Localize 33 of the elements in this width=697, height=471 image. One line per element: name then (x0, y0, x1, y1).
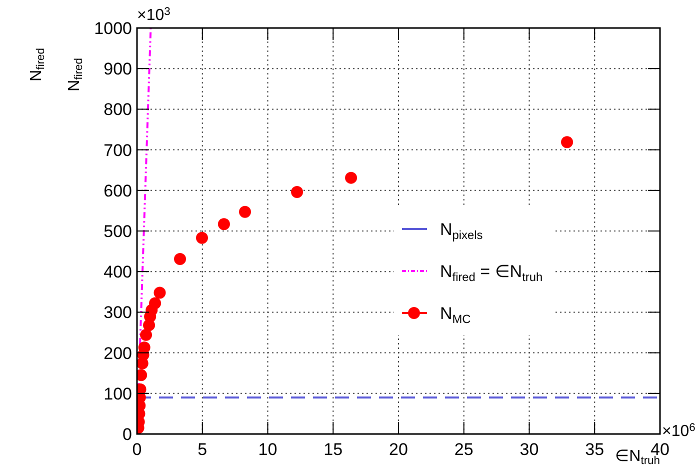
x-tick-label: 30 (520, 440, 539, 459)
point (196, 232, 208, 244)
text: ×10$^{6}$ (662, 422, 696, 440)
legend-label: N$_{MC}$ (440, 304, 472, 326)
point (345, 172, 358, 184)
y-tick-label: 900 (104, 60, 132, 79)
legend-label: N$_{fired}$ = ∈N$_{truh}$ (440, 262, 543, 284)
point (561, 136, 574, 148)
y-tick-label: 1000 (94, 19, 132, 38)
x-tick-label: 35 (585, 440, 604, 459)
y-tick-label: 500 (104, 222, 132, 241)
y-tick-label: 100 (104, 384, 132, 404)
y-tick-label: 600 (104, 181, 132, 200)
x-tick-label: 25 (454, 440, 474, 459)
point (218, 218, 230, 230)
x-tick-label: 20 (389, 440, 408, 459)
x-tick-label: 15 (324, 440, 343, 459)
y-tick-label: 300 (104, 303, 132, 322)
text: ×10$^{3}$ (137, 6, 170, 24)
point (154, 286, 166, 299)
x-tick-label: 5 (198, 440, 208, 459)
y-tick-label: 700 (104, 140, 132, 160)
y-tick-label: 200 (104, 344, 132, 363)
point (174, 253, 186, 266)
point (149, 297, 162, 310)
y-tick-label: 400 (104, 262, 132, 282)
point (140, 328, 152, 341)
y-tick-label: 0 (122, 425, 132, 444)
point (291, 186, 304, 198)
x-tick-label: 10 (258, 440, 278, 459)
y-tick-label: 800 (104, 100, 132, 120)
point (239, 206, 251, 218)
legend-label: N$_{pixels}$ (440, 220, 483, 242)
